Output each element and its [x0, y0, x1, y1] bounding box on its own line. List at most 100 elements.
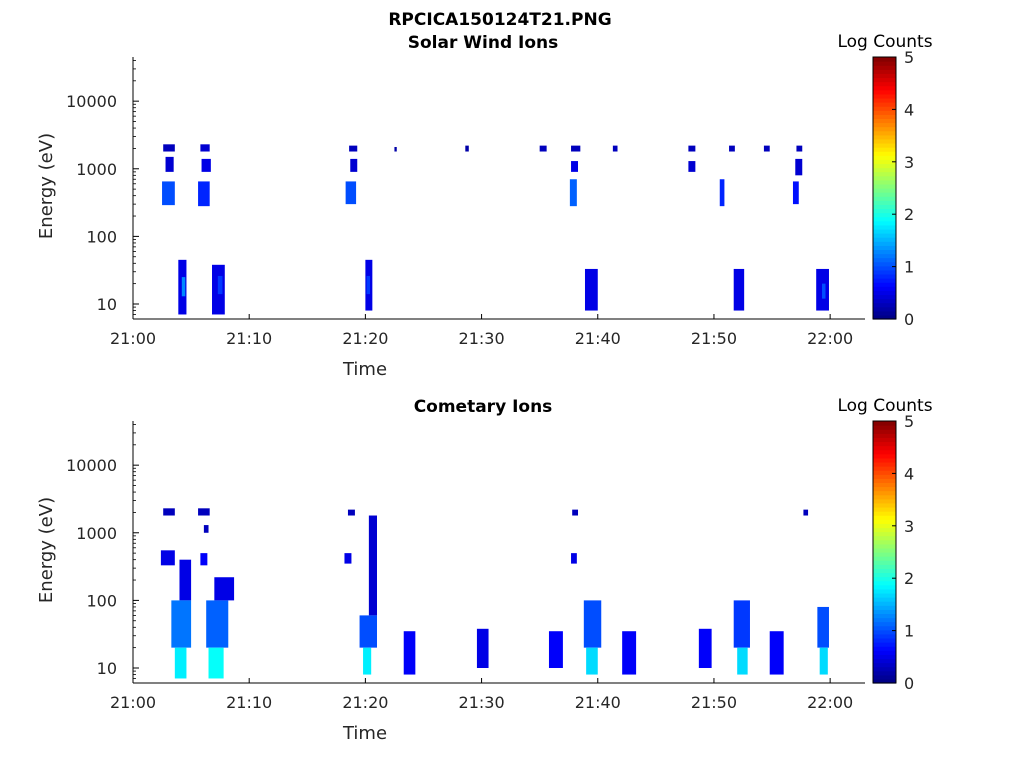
heatmap-cell: [584, 268, 598, 311]
colorbar-swatch: [873, 298, 896, 304]
heatmap-cell: [163, 508, 175, 516]
colorbar-swatch: [873, 457, 896, 463]
heatmap-cell: [347, 509, 355, 516]
colorbar-swatch: [873, 93, 896, 99]
x-tick-label: 21:30: [459, 693, 505, 712]
colorbar-swatch: [873, 302, 896, 308]
colorbar-swatch: [873, 662, 896, 668]
colorbar-tick-label: 2: [904, 205, 914, 224]
heatmap-cell: [571, 553, 577, 564]
colorbar-swatch: [873, 441, 896, 447]
heatmap-cell: [539, 145, 547, 152]
colorbar-swatch: [873, 568, 896, 574]
x-tick-label: 22:00: [807, 329, 853, 348]
heatmap-cell: [763, 145, 770, 152]
heatmap-cell: [817, 606, 829, 648]
colorbar-swatch: [873, 478, 896, 484]
y-axis-label: Energy (eV): [36, 133, 57, 239]
colorbar-swatch: [873, 539, 896, 545]
heatmap-cell: [198, 508, 210, 516]
x-tick-label: 21:00: [110, 693, 156, 712]
colorbar-swatch: [873, 486, 896, 492]
colorbar-swatch: [873, 245, 896, 251]
panel-title: Cometary Ions: [414, 397, 553, 417]
heatmap-cell: [171, 600, 192, 648]
colorbar-swatch: [873, 470, 896, 475]
heatmap-cell: [476, 628, 489, 669]
colorbar-swatch: [873, 572, 896, 578]
colorbar-swatch: [873, 237, 896, 242]
colorbar-swatch: [873, 192, 896, 197]
colorbar-swatch: [873, 106, 896, 111]
x-tick-label: 21:40: [575, 329, 621, 348]
colorbar-swatch: [873, 65, 896, 70]
colorbar-swatch: [873, 294, 896, 300]
heatmap-cell: [737, 647, 748, 675]
heatmap-cell: [162, 181, 175, 206]
colorbar-swatch: [873, 134, 896, 140]
colorbar-swatch: [873, 433, 896, 438]
heatmap-cell: [465, 145, 469, 152]
colorbar-swatch: [873, 286, 896, 291]
colorbar-swatch: [873, 421, 896, 426]
colorbar-swatch: [873, 163, 896, 169]
colorbar-swatch: [873, 466, 896, 471]
x-tick-label: 21:20: [342, 693, 388, 712]
heatmap-cells: [162, 144, 829, 315]
colorbar-swatch: [873, 609, 896, 615]
colorbar-swatch: [873, 212, 896, 218]
colorbar-swatch: [873, 130, 896, 136]
colorbar-swatch: [873, 560, 896, 565]
colorbar-swatch: [873, 196, 896, 201]
colorbar-swatch: [873, 601, 896, 606]
colorbar-swatch: [873, 261, 896, 267]
colorbar-swatch: [873, 506, 896, 512]
colorbar-swatch: [873, 588, 896, 594]
heatmap-cell: [206, 600, 229, 648]
x-tick-label: 22:00: [807, 693, 853, 712]
heatmap-cell: [363, 647, 372, 675]
colorbar-swatch: [873, 110, 896, 115]
colorbar-swatch: [873, 674, 896, 680]
heatmap-cell: [571, 161, 579, 172]
colorbar-swatch: [873, 73, 896, 79]
figure-title: RPCICA150124T21.PNG: [388, 10, 611, 30]
colorbar-swatch: [873, 69, 896, 74]
colorbar-swatch: [873, 220, 896, 226]
colorbar-swatch: [873, 269, 896, 275]
colorbar-swatch: [873, 535, 896, 541]
colorbar-swatch: [873, 527, 896, 533]
colorbar-swatch: [873, 171, 896, 177]
colorbar-tick-label: 2: [904, 569, 914, 588]
heatmap-cell: [179, 559, 192, 601]
colorbar-swatch: [873, 114, 896, 120]
panel-title: Solar Wind Ions: [408, 33, 559, 53]
y-tick-label: 10: [97, 659, 117, 678]
colorbar-swatch: [873, 633, 896, 639]
x-tick-label: 21:40: [575, 693, 621, 712]
colorbar-swatch: [873, 531, 896, 537]
colorbar-swatch: [873, 265, 896, 271]
y-tick-label: 100: [86, 227, 117, 246]
y-tick-label: 10000: [66, 92, 117, 111]
y-tick-label: 100: [86, 591, 117, 610]
colorbar-swatch: [873, 122, 896, 128]
colorbar-swatch: [873, 126, 896, 132]
colorbar-swatch: [873, 249, 896, 255]
heatmap-cell: [795, 158, 803, 176]
colorbar-swatch: [873, 273, 896, 279]
colorbar-swatch: [873, 224, 896, 230]
x-tick-label: 21:10: [226, 329, 272, 348]
heatmap-cell: [698, 628, 712, 669]
heatmap-cell: [769, 631, 784, 675]
colorbar-swatch: [873, 102, 896, 107]
colorbar-swatch: [873, 482, 896, 488]
heatmap-cell: [208, 647, 224, 679]
colorbar-swatch: [873, 654, 896, 660]
colorbar-swatch: [873, 216, 896, 222]
colorbar-swatch: [873, 629, 896, 635]
colorbar-tick-label: 0: [904, 310, 914, 329]
colorbar-swatch: [873, 253, 896, 259]
